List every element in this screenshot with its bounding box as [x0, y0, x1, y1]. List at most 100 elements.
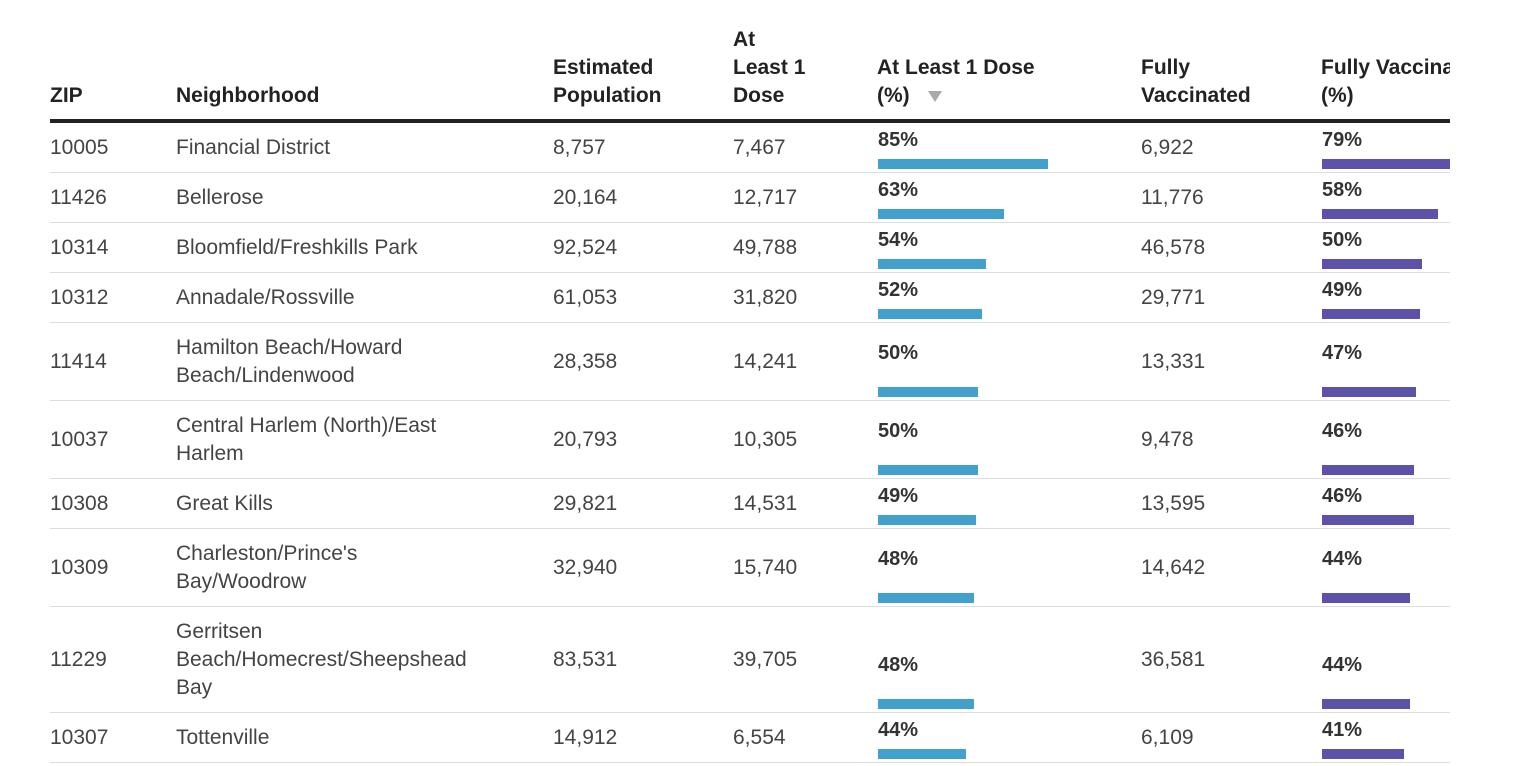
dose-pct-cell-value: 50%	[878, 420, 919, 442]
column-header-zip[interactable]: ZIP	[50, 82, 150, 110]
table-row: 10307 Tottenville 14,912 6,554 44% 6,109 41%	[50, 713, 1450, 763]
dose-cell: 7,467	[733, 123, 863, 172]
neighborhood-line: Charleston/Prince's	[176, 541, 358, 565]
fully-vaccinated-cell-text: 13,331	[1141, 349, 1206, 373]
dose-pct-cell-value: 85%	[878, 129, 919, 151]
neighborhood-line: Gerritsen	[176, 619, 263, 643]
fully-vaccinated-pct-cell: 44%	[1321, 529, 1450, 606]
zip-cell: 10307	[50, 713, 160, 762]
population-cell-text: 8,757	[553, 135, 606, 159]
zip-cell-text: 10308	[50, 491, 109, 515]
fully-vaccinated-pct-cell-bar	[1322, 699, 1410, 709]
column-header-neighborhood[interactable]: Neighborhood	[176, 82, 476, 110]
dose-pct-cell: 85%	[877, 123, 1117, 172]
neighborhood-line: Harlem	[176, 441, 244, 465]
neighborhood-line: Annadale/Rossville	[176, 285, 355, 309]
dose-cell-text: 14,531	[733, 491, 798, 515]
zip-cell: 10005	[50, 123, 160, 172]
dose-pct-cell: 50%	[877, 323, 1117, 400]
neighborhood-cell: Central Harlem (North)/East Harlem	[176, 401, 526, 478]
fully-vaccinated-pct-cell-value: 46%	[1322, 485, 1363, 507]
dose-pct-cell-bar	[878, 465, 978, 475]
table-header: ZIP Neighborhood Estimated Population At…	[50, 0, 1450, 110]
fully-vaccinated-pct-cell: 44%	[1321, 607, 1450, 712]
header-label-line: Least 1	[733, 56, 806, 79]
fully-vaccinated-pct-cell-bar	[1322, 259, 1422, 269]
neighborhood-cell: Annadale/Rossville	[176, 273, 526, 322]
zip-cell: 11414	[50, 323, 160, 400]
fully-vaccinated-cell: 9,478	[1141, 401, 1301, 478]
population-cell: 32,940	[553, 529, 713, 606]
population-cell-text: 20,164	[553, 185, 618, 209]
dose-pct-cell-bar	[878, 209, 1004, 219]
header-label: Neighborhood	[176, 84, 320, 107]
fully-vaccinated-pct-cell-value: 58%	[1322, 179, 1363, 201]
fully-vaccinated-pct-cell-bar	[1322, 515, 1414, 525]
dose-pct-cell-bar	[878, 699, 974, 709]
fully-vaccinated-cell: 14,642	[1141, 529, 1301, 606]
neighborhood-line: Bloomfield/Freshkills Park	[176, 235, 418, 259]
fully-vaccinated-cell-text: 46,578	[1141, 235, 1206, 259]
fully-vaccinated-pct-cell-value: 44%	[1322, 654, 1363, 676]
dose-cell-text: 15,740	[733, 555, 798, 579]
dose-cell-text: 31,820	[733, 285, 798, 309]
dose-pct-cell-value: 50%	[878, 342, 919, 364]
zip-cell: 11229	[50, 607, 160, 712]
neighborhood-line: Great Kills	[176, 491, 273, 515]
population-cell-text: 83,531	[553, 647, 618, 671]
zip-cell: 10312	[50, 273, 160, 322]
population-cell: 20,793	[553, 401, 713, 478]
dose-pct-cell-value: 63%	[878, 179, 919, 201]
dose-cell-text: 49,788	[733, 235, 798, 259]
dose-pct-cell: 54%	[877, 223, 1117, 272]
neighborhood-cell: Tottenville	[176, 713, 526, 762]
zip-cell: 10308	[50, 479, 160, 528]
column-header-dose[interactable]: At Least 1 Dose	[733, 26, 863, 110]
fully-vaccinated-cell-text: 9,478	[1141, 427, 1194, 451]
fully-vaccinated-pct-cell-value: 41%	[1322, 719, 1363, 741]
table-row: 11229 Gerritsen Beach/Homecrest/Sheepshead…	[50, 607, 1450, 713]
dose-cell: 15,740	[733, 529, 863, 606]
fully-vaccinated-pct-cell-value: 50%	[1322, 229, 1363, 251]
fully-vaccinated-pct-cell-bar	[1322, 593, 1410, 603]
population-cell: 14,912	[553, 713, 713, 762]
sort-descending-icon[interactable]	[927, 90, 942, 102]
fully-vaccinated-cell-text: 36,581	[1141, 647, 1206, 671]
dose-pct-cell-bar	[878, 159, 1048, 169]
column-header-population[interactable]: Estimated Population	[553, 54, 713, 110]
neighborhood-line: Bellerose	[176, 185, 264, 209]
dose-pct-cell-value: 49%	[878, 485, 919, 507]
table-row: 10037 Central Harlem (North)/East Harlem 20…	[50, 401, 1450, 479]
fully-vaccinated-cell-text: 14,642	[1141, 555, 1206, 579]
zip-cell: 10314	[50, 223, 160, 272]
header-label-line: Dose	[733, 84, 785, 107]
neighborhood-line: Bay	[176, 675, 213, 699]
neighborhood-line: Bay/Woodrow	[176, 569, 307, 593]
column-header-dose-pct[interactable]: At Least 1 Dose (%)	[877, 54, 1117, 110]
dose-pct-cell-bar	[878, 387, 978, 397]
neighborhood-line: Hamilton Beach/Howard	[176, 335, 403, 359]
zip-cell: 10309	[50, 529, 160, 606]
zip-cell-text: 10307	[50, 725, 109, 749]
dose-cell: 14,531	[733, 479, 863, 528]
dose-pct-cell: 44%	[877, 713, 1117, 762]
dose-pct-cell-value: 48%	[878, 548, 919, 570]
population-cell: 61,053	[553, 273, 713, 322]
population-cell: 8,757	[553, 123, 713, 172]
fully-vaccinated-pct-cell-value: 46%	[1322, 420, 1363, 442]
population-cell-text: 61,053	[553, 285, 618, 309]
population-cell-text: 92,524	[553, 235, 618, 259]
dose-pct-cell-bar	[878, 515, 976, 525]
table-row: 10314 Bloomfield/Freshkills Park 92,524 49,…	[50, 223, 1450, 273]
fully-vaccinated-pct-cell-value: 79%	[1322, 129, 1363, 151]
dose-cell: 14,241	[733, 323, 863, 400]
dose-cell-text: 10,305	[733, 427, 798, 451]
neighborhood-cell: Great Kills	[176, 479, 526, 528]
column-header-fully-vaccinated-pct[interactable]: Fully Vaccinated (%)	[1321, 54, 1450, 110]
dose-pct-cell-bar	[878, 749, 966, 759]
table-row: 10312 Annadale/Rossville 61,053 31,820 52% 29…	[50, 273, 1450, 323]
population-cell-text: 32,940	[553, 555, 618, 579]
neighborhood-cell: Financial District	[176, 123, 526, 172]
column-header-fully-vaccinated[interactable]: Fully Vaccinated	[1141, 54, 1301, 110]
table-row: 11426 Bellerose 20,164 12,717 63% 11,776 58%	[50, 173, 1450, 223]
